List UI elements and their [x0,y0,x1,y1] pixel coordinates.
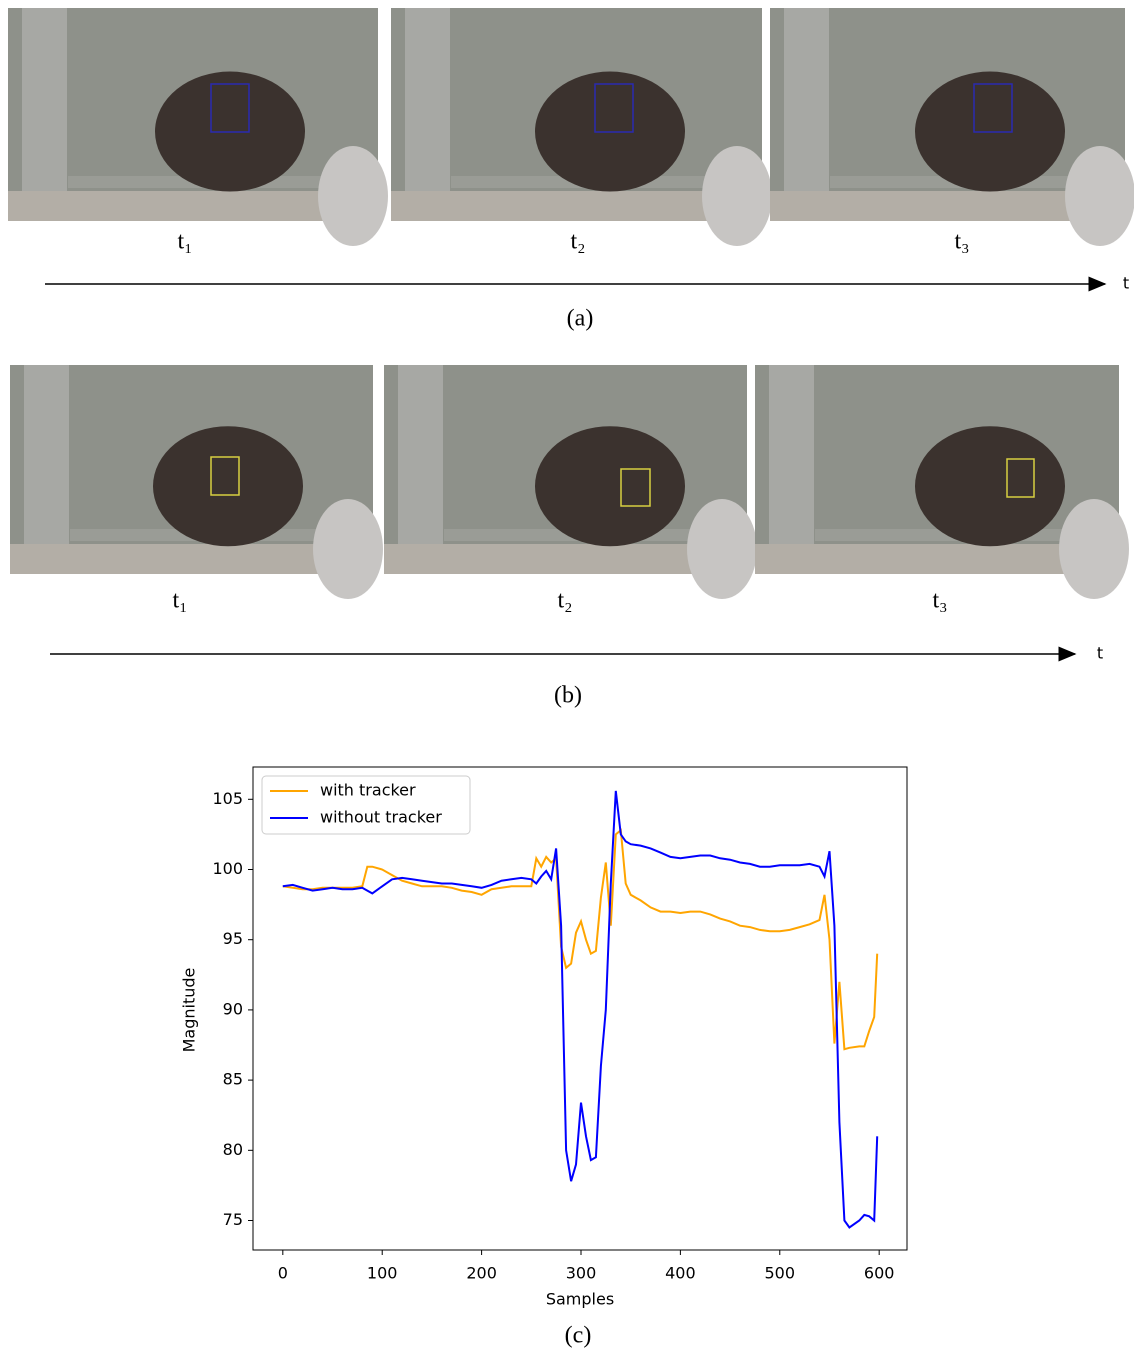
cage-bar [784,8,829,221]
bounding-box [594,83,634,133]
person [1065,146,1134,246]
x-axis-label: Samples [546,1290,614,1309]
bounding-box [620,468,651,507]
y-tick-label: 100 [212,859,243,878]
plot-frame [252,766,908,1251]
x-tick-label: 500 [765,1264,796,1283]
floor [391,191,762,221]
legend-box [261,775,471,835]
time-label: t [1123,274,1129,293]
y-tick-label: 80 [223,1140,243,1159]
cage-bar [769,365,814,574]
y-tick-label: 75 [223,1210,243,1229]
y-tick-label: 90 [223,999,243,1018]
frame-label: t₂ [570,229,585,255]
chimp [153,426,303,547]
floor [10,544,373,574]
legend-label: with tracker [320,781,416,800]
y-tick-label: 85 [223,1070,243,1089]
cage-bar [405,8,450,221]
y-tick-label: 105 [212,789,243,808]
person [1059,499,1129,599]
floor [384,544,747,574]
bounding-box [1006,458,1035,498]
person [318,146,388,246]
x-tick-label: 200 [466,1264,497,1283]
cage-bar [22,8,67,221]
bounding-box [210,456,240,496]
x-tick-label: 0 [278,1264,288,1283]
caption: (a) [567,306,594,332]
frame-label: t₃ [932,588,947,614]
caption: (b) [554,683,582,709]
x-tick-label: 400 [665,1264,696,1283]
frame-label: t₃ [954,229,969,255]
person [702,146,772,246]
cage-bar [398,365,443,574]
caption: (c) [565,1323,592,1349]
legend-label: without tracker [320,808,442,827]
y-tick-label: 95 [223,929,243,948]
cage-bar [24,365,69,574]
chimp [535,426,685,547]
frame-label: t₁ [172,588,187,614]
series-line [282,828,879,1051]
x-tick-label: 600 [864,1264,895,1283]
floor [755,544,1119,574]
chimp [915,426,1065,547]
x-tick-label: 100 [367,1264,398,1283]
person [313,499,383,599]
x-tick-label: 300 [566,1264,597,1283]
person [687,499,757,599]
bounding-box [973,83,1013,133]
floor [8,191,378,221]
frame-label: t₂ [557,588,572,614]
y-axis-label: Magnitude [180,968,199,1053]
series-line [282,790,879,1229]
time-label: t [1097,644,1103,663]
bounding-box [210,83,250,133]
frame-label: t₁ [177,229,192,255]
